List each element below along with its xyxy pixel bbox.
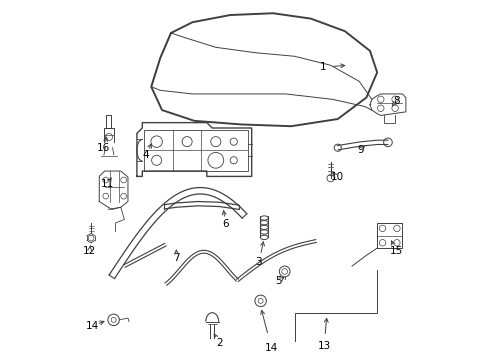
Text: 5: 5 (275, 276, 281, 286)
Text: 14: 14 (85, 321, 99, 331)
Text: 10: 10 (330, 172, 344, 182)
Text: 9: 9 (357, 144, 364, 154)
Text: 7: 7 (173, 253, 179, 263)
Text: 4: 4 (142, 150, 149, 160)
Text: 3: 3 (255, 257, 262, 267)
Text: 14: 14 (264, 343, 278, 353)
Text: 12: 12 (83, 246, 96, 256)
Text: 13: 13 (317, 341, 330, 351)
Text: 15: 15 (389, 246, 402, 256)
Text: 8: 8 (392, 96, 399, 106)
Text: 1: 1 (320, 62, 326, 72)
Text: 11: 11 (101, 179, 114, 189)
Text: 6: 6 (222, 219, 229, 229)
Text: 16: 16 (97, 143, 110, 153)
Text: 2: 2 (216, 338, 222, 348)
